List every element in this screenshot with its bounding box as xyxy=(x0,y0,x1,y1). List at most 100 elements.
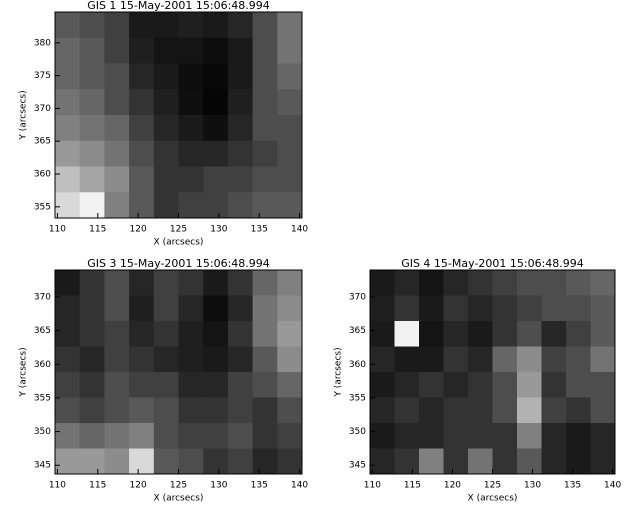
heatmap-cell xyxy=(55,397,81,424)
heatmap-cell xyxy=(517,321,542,347)
heatmap-cell xyxy=(252,295,278,322)
heatmap-cell xyxy=(79,321,105,347)
heatmap-cell xyxy=(277,372,303,398)
heatmap-cell xyxy=(541,448,567,475)
heatmap-cell xyxy=(178,346,204,373)
heatmap-cell xyxy=(517,423,542,449)
heatmap-cell xyxy=(79,140,105,167)
heatmap-cell xyxy=(492,397,518,424)
heatmap-cell xyxy=(566,423,591,449)
heatmap-cell xyxy=(252,270,278,296)
heatmap-cell xyxy=(541,372,567,398)
heatmap-cell xyxy=(419,397,444,424)
heatmap-cell xyxy=(277,397,303,424)
heatmap-cell xyxy=(55,423,81,449)
x-tick-label: 125 xyxy=(170,225,187,235)
heatmap-cell xyxy=(590,295,616,322)
heatmap-cell xyxy=(468,321,493,347)
heatmap-cell xyxy=(203,321,229,347)
heatmap-cell xyxy=(517,372,542,398)
heatmap-cell xyxy=(419,270,444,296)
heatmap-cell xyxy=(79,270,105,296)
heatmap-cell xyxy=(178,192,204,219)
x-tick-label: 135 xyxy=(564,481,581,491)
heatmap-cell xyxy=(590,423,616,449)
heatmap-cell xyxy=(178,12,204,39)
heatmap-cell xyxy=(129,89,155,116)
heatmap-cell xyxy=(394,448,420,475)
heatmap-cell xyxy=(129,37,155,64)
heatmap-cell xyxy=(443,346,469,373)
x-tick-label: 110 xyxy=(364,481,381,491)
heatmap-cell xyxy=(419,448,444,475)
heatmap-cell xyxy=(129,397,155,424)
heatmap-cell xyxy=(79,115,105,142)
heatmap-cell xyxy=(104,12,130,39)
heatmap-cell xyxy=(541,423,567,449)
heatmap-cell xyxy=(153,192,179,219)
heatmap-cell xyxy=(566,448,591,475)
heatmap-cell xyxy=(277,321,303,347)
heatmap-cell xyxy=(104,270,130,296)
heatmap-cell xyxy=(252,372,278,398)
x-tick-label: 130 xyxy=(210,481,227,491)
heatmap-cell xyxy=(443,270,469,296)
heatmap-cell xyxy=(129,192,155,219)
heatmap-cell xyxy=(277,140,303,167)
heatmap-cell xyxy=(178,89,204,116)
heatmap-cell xyxy=(153,321,179,347)
chart-title: GIS 4 15-May-2001 15:06:48.994 xyxy=(401,257,584,270)
heatmap-cell xyxy=(590,346,616,373)
heatmap-cell xyxy=(104,89,130,116)
heatmap-cell xyxy=(79,346,105,373)
heatmap-cell xyxy=(153,12,179,39)
heatmap-cell xyxy=(178,448,204,475)
heatmap-cell xyxy=(153,346,179,373)
heatmap-cell xyxy=(277,115,303,142)
heatmap-cell xyxy=(517,295,542,322)
heatmap-cell xyxy=(203,372,229,398)
heatmap-cell xyxy=(277,89,303,116)
heatmap-cell xyxy=(55,321,81,347)
heatmap-cell xyxy=(370,448,395,475)
heatmap-cell xyxy=(566,321,591,347)
heatmap-cell xyxy=(79,89,105,116)
heatmap-cell xyxy=(277,37,303,64)
heatmap-cell xyxy=(153,397,179,424)
heatmap-cell xyxy=(590,448,616,475)
heatmap-cell xyxy=(419,295,444,322)
heatmap-cell xyxy=(517,397,542,424)
heatmap-cell xyxy=(104,37,130,64)
x-tick-label: 110 xyxy=(49,225,66,235)
heatmap-cell xyxy=(227,321,254,347)
heatmap-cell xyxy=(55,37,81,64)
x-tick-label: 125 xyxy=(170,481,187,491)
heatmap-cell xyxy=(252,115,278,142)
x-tick-label: 130 xyxy=(524,481,541,491)
chart-title: GIS 1 15-May-2001 15:06:48.994 xyxy=(87,0,270,12)
heatmap-cell xyxy=(129,166,155,193)
heatmap-cell xyxy=(153,448,179,475)
heatmap-cell xyxy=(252,448,278,475)
heatmap-cell xyxy=(55,448,81,475)
heatmap-cell xyxy=(370,321,395,347)
heatmap-cell xyxy=(203,192,229,219)
heatmap-cell xyxy=(277,423,303,449)
heatmap-cell xyxy=(370,372,395,398)
heatmap-cell xyxy=(252,192,278,219)
heatmap-cell xyxy=(443,321,469,347)
heatmap-cell xyxy=(370,346,395,373)
x-tick-label: 140 xyxy=(291,481,308,491)
heatmap-cell xyxy=(277,12,303,39)
heatmap-cell xyxy=(443,295,469,322)
heatmap-cell xyxy=(129,63,155,90)
heatmap-cell xyxy=(153,166,179,193)
heatmap-cell xyxy=(541,295,567,322)
heatmap-cell xyxy=(443,372,469,398)
heatmap-cell xyxy=(203,295,229,322)
heatmap-cell xyxy=(541,321,567,347)
heatmap-cell xyxy=(252,37,278,64)
heatmap-cell xyxy=(370,270,395,296)
heatmap-cell xyxy=(129,140,155,167)
heatmap-cell xyxy=(129,115,155,142)
